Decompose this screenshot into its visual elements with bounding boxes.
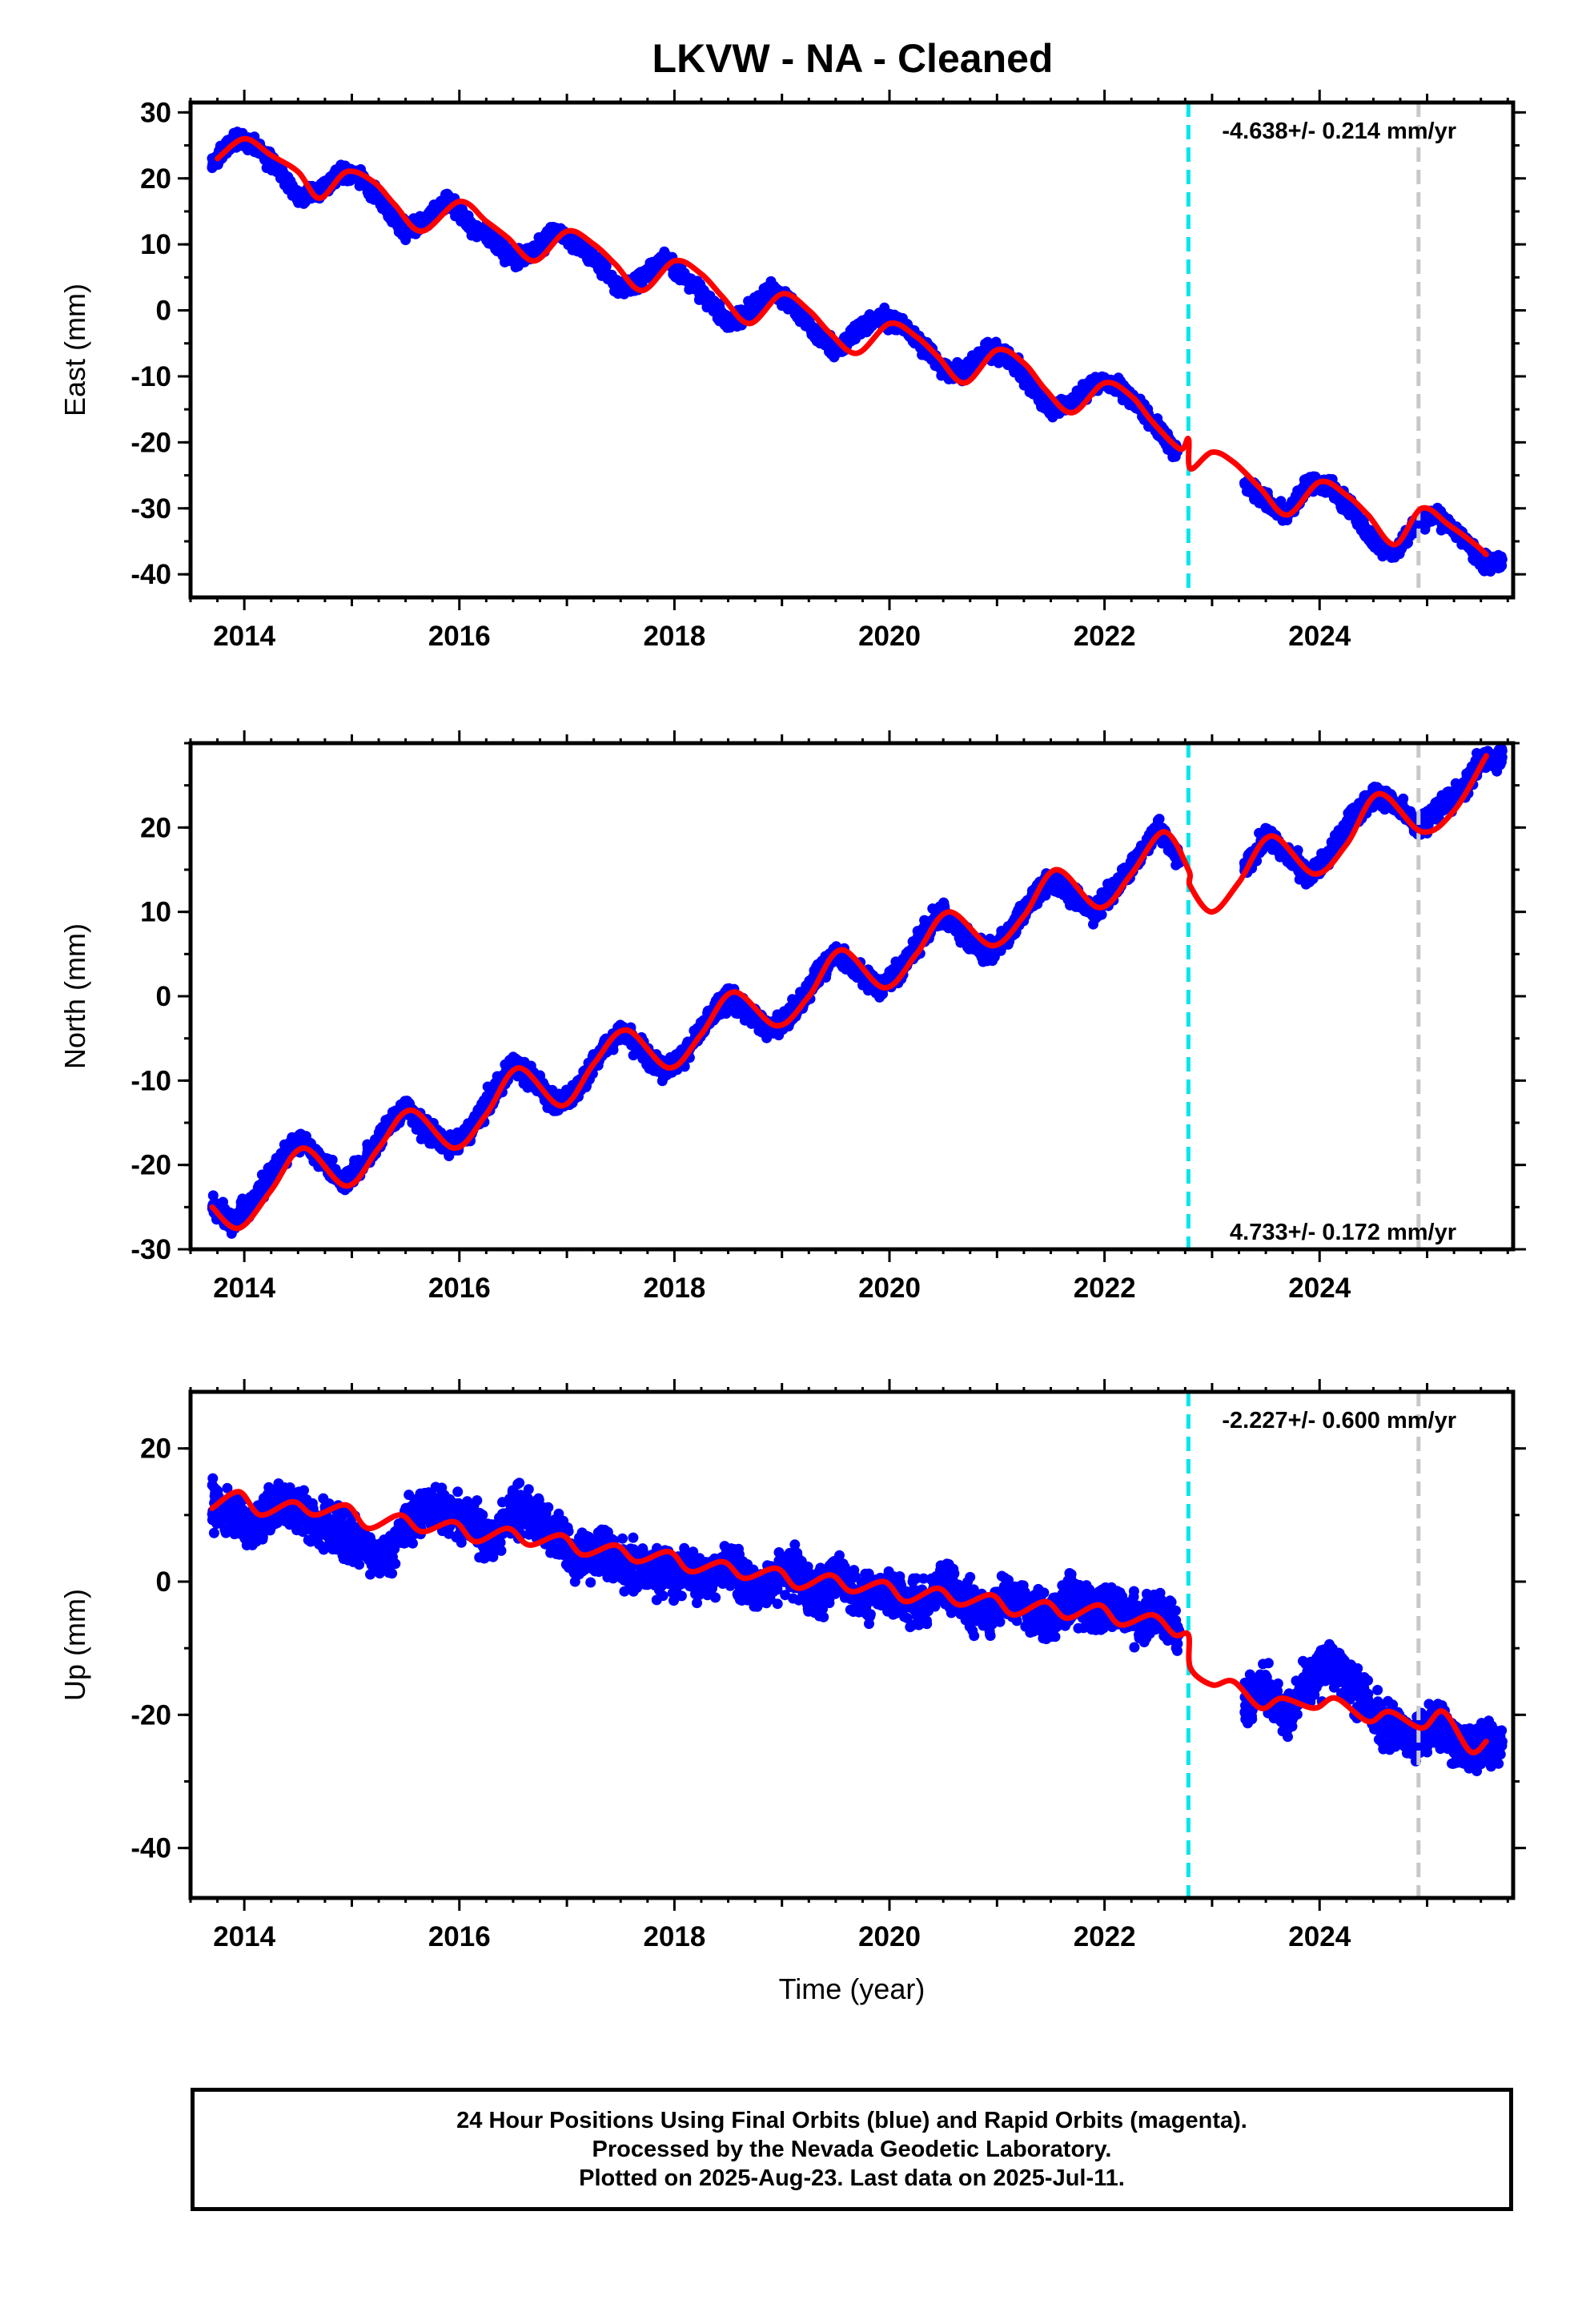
y-tick-label: -10 <box>130 361 171 392</box>
observation-point <box>1015 364 1026 375</box>
observation-point <box>423 211 434 222</box>
model-fit-line <box>215 135 1489 557</box>
observation-point <box>712 312 723 322</box>
observation-point <box>819 333 830 344</box>
observation-point <box>1392 545 1403 557</box>
observation-point <box>594 257 605 267</box>
y-tick-label: 30 <box>140 97 171 128</box>
observation-point <box>767 284 778 295</box>
chart-title: LKVW - NA - Cleaned <box>652 36 1054 81</box>
observation-point <box>1380 549 1391 560</box>
observation-point <box>1422 511 1433 522</box>
observation-point <box>602 268 612 279</box>
observation-point <box>260 1172 271 1183</box>
observation-point <box>952 365 963 376</box>
observation-point <box>745 304 757 315</box>
observation-point <box>636 272 648 283</box>
x-tick-label: 2022 <box>1074 621 1136 652</box>
observation-point <box>875 315 886 326</box>
observation-point <box>845 332 856 343</box>
observation-point <box>809 328 821 339</box>
plot-frame <box>188 100 1516 600</box>
observation-point <box>339 160 351 171</box>
x-tick-label: 2018 <box>643 621 705 652</box>
observation-point <box>1113 372 1124 384</box>
velocity-rate-label: -4.638+/- 0.214 mm/yr <box>1222 119 1456 144</box>
observation-point <box>708 296 719 307</box>
observation-point <box>1456 539 1468 550</box>
observation-point <box>380 206 391 217</box>
plot-area <box>207 743 1508 1249</box>
tick-marks <box>178 90 1526 610</box>
observation-point <box>298 195 309 207</box>
observation-points <box>207 743 1508 1239</box>
observation-point <box>281 172 292 183</box>
y-tick-label: 0 <box>156 296 171 327</box>
observation-point <box>1489 559 1500 570</box>
observation-point <box>930 360 941 372</box>
y-tick-label: -40 <box>130 559 171 590</box>
x-tick-label: 2024 <box>1288 621 1351 652</box>
observation-point <box>1355 516 1365 527</box>
y-tick-label: -20 <box>130 427 171 458</box>
observation-point <box>454 206 465 217</box>
observation-point <box>646 267 657 277</box>
observation-point <box>235 1201 247 1212</box>
observation-point <box>492 236 504 247</box>
observation-point <box>750 296 761 307</box>
observation-point <box>1435 525 1447 536</box>
observation-point <box>1024 374 1035 385</box>
y-tick-label: 20 <box>140 163 171 195</box>
observation-point <box>530 242 541 253</box>
observation-point <box>1253 491 1264 502</box>
observation-point <box>862 321 873 332</box>
observation-point <box>879 307 890 318</box>
north-panel: 2014 2016 2018 2020 2022 2024-30-20-1001020No… <box>58 730 1526 1304</box>
x-tick-label: 2020 <box>858 621 921 652</box>
east-panel: 2014 2016 2018 2020 2022 2024 -40 -30 -20 -10 0 10 2… <box>58 90 1526 652</box>
observation-point <box>1047 412 1058 423</box>
observation-point <box>577 246 588 257</box>
observation-point <box>1287 496 1298 507</box>
observation-point <box>714 302 725 313</box>
x-tick-label: 2016 <box>428 621 491 652</box>
y-axis-title: East (mm) <box>58 283 91 416</box>
observation-point <box>255 1183 267 1194</box>
y-tick-label: -30 <box>130 493 171 525</box>
observation-point <box>693 279 704 289</box>
observation-point <box>616 284 626 296</box>
observation-point <box>388 210 400 221</box>
observation-point <box>1031 388 1042 399</box>
y-tick-label: 10 <box>140 229 171 260</box>
observation-point <box>966 360 977 372</box>
x-tick-label: 2014 <box>213 621 275 652</box>
observation-point <box>572 239 584 250</box>
observation-point <box>271 161 283 172</box>
observation-point <box>1348 509 1359 520</box>
plot-area <box>207 103 1508 597</box>
